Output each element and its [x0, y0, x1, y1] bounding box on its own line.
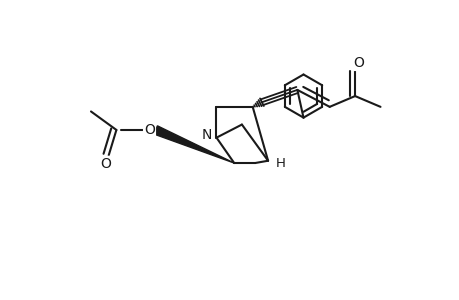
Text: N: N [202, 128, 212, 142]
Text: H: H [275, 157, 285, 170]
Text: O: O [144, 123, 155, 137]
Text: O: O [353, 56, 364, 70]
Text: O: O [100, 157, 111, 171]
Polygon shape [154, 126, 234, 163]
